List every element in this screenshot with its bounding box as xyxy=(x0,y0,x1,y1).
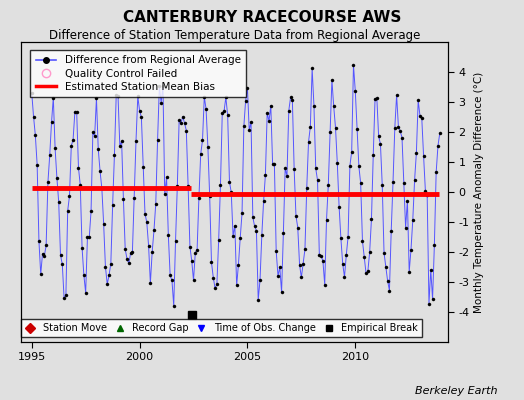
Y-axis label: Monthly Temperature Anomaly Difference (°C): Monthly Temperature Anomaly Difference (… xyxy=(474,71,484,313)
Text: CANTERBURY RACECOURSE AWS: CANTERBURY RACECOURSE AWS xyxy=(123,10,401,25)
Text: Berkeley Earth: Berkeley Earth xyxy=(416,386,498,396)
Title: Difference of Station Temperature Data from Regional Average: Difference of Station Temperature Data f… xyxy=(49,29,420,42)
Legend: Station Move, Record Gap, Time of Obs. Change, Empirical Break: Station Move, Record Gap, Time of Obs. C… xyxy=(21,319,422,337)
